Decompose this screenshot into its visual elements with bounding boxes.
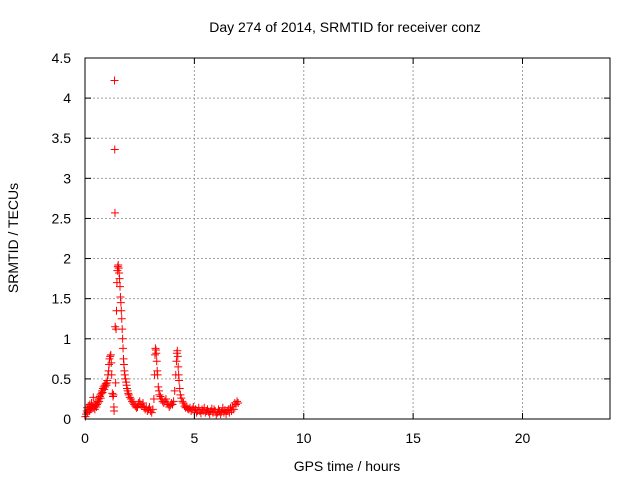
data-point bbox=[229, 405, 238, 414]
data-point bbox=[135, 397, 144, 406]
data-point bbox=[153, 370, 162, 379]
data-point bbox=[95, 397, 104, 406]
data-point bbox=[119, 344, 128, 353]
data-point bbox=[161, 394, 170, 403]
y-tick-label: 4 bbox=[63, 90, 71, 106]
x-axis-label: GPS time / hours bbox=[294, 458, 401, 474]
chart-title: Day 274 of 2014, SRMTID for receiver con… bbox=[209, 19, 481, 35]
data-point bbox=[116, 282, 124, 291]
data-point bbox=[176, 390, 185, 399]
data-point bbox=[192, 408, 201, 417]
data-point bbox=[109, 390, 118, 399]
data-point bbox=[175, 376, 184, 385]
data-point bbox=[177, 394, 186, 403]
data-point bbox=[107, 370, 116, 379]
y-tick-label: 4.5 bbox=[52, 50, 72, 66]
data-point bbox=[125, 393, 134, 402]
data-point bbox=[175, 384, 184, 393]
data-point bbox=[234, 398, 243, 407]
data-point bbox=[132, 403, 141, 412]
data-point bbox=[103, 376, 112, 385]
data-point bbox=[222, 410, 231, 419]
data-point bbox=[152, 357, 161, 366]
data-point bbox=[173, 352, 182, 361]
data-point bbox=[101, 379, 110, 388]
data-point bbox=[121, 374, 130, 383]
data-point bbox=[233, 397, 242, 406]
x-tick-labels: 0 5 10 15 20 bbox=[81, 430, 530, 446]
data-point bbox=[117, 314, 126, 323]
data-point bbox=[147, 408, 156, 417]
y-tick-labels: 0 0.5 1 1.5 2 2.5 3 3.5 4 4.5 bbox=[52, 50, 72, 427]
plot-frame bbox=[84, 57, 611, 420]
data-point bbox=[155, 390, 164, 399]
data-point bbox=[107, 358, 116, 367]
x-tick-label: 0 bbox=[81, 430, 89, 446]
data-point bbox=[170, 386, 179, 395]
data-point bbox=[89, 393, 98, 402]
y-tick-label: 1.5 bbox=[52, 291, 72, 307]
data-point bbox=[118, 334, 127, 343]
data-point bbox=[116, 298, 125, 307]
y-tick-label: 1 bbox=[63, 331, 71, 347]
data-point bbox=[110, 406, 119, 415]
data-point bbox=[96, 394, 105, 403]
data-point bbox=[117, 306, 126, 315]
data-point bbox=[110, 76, 119, 85]
data-point bbox=[110, 208, 119, 217]
data-point bbox=[106, 352, 115, 361]
y-axis-label: SRMTID / TECUs bbox=[5, 183, 21, 293]
x-tick-label: 5 bbox=[190, 430, 198, 446]
data-point bbox=[108, 389, 117, 398]
data-point bbox=[115, 274, 124, 283]
grid-lines bbox=[85, 58, 610, 419]
data-point bbox=[149, 394, 158, 403]
y-tick-label: 3.5 bbox=[52, 130, 72, 146]
x-tick-label: 15 bbox=[405, 430, 421, 446]
data-point bbox=[169, 397, 178, 406]
y-tick-label: 2.5 bbox=[52, 210, 72, 226]
data-point bbox=[82, 410, 91, 419]
data-point bbox=[174, 362, 183, 371]
axis-ticks bbox=[84, 57, 610, 420]
data-point bbox=[178, 397, 187, 406]
data-point bbox=[112, 278, 121, 287]
y-tick-label: 0.5 bbox=[52, 371, 72, 387]
data-point bbox=[172, 357, 181, 366]
data-point bbox=[120, 370, 129, 379]
data-points bbox=[81, 76, 243, 421]
data-point bbox=[101, 382, 110, 391]
data-point bbox=[154, 382, 163, 391]
data-point bbox=[148, 405, 157, 414]
data-point bbox=[110, 145, 119, 154]
y-tick-label: 2 bbox=[63, 251, 71, 267]
x-tick-label: 10 bbox=[296, 430, 312, 446]
data-point bbox=[118, 325, 127, 334]
data-point bbox=[138, 398, 147, 407]
data-point bbox=[179, 398, 188, 407]
y-tick-label: 0 bbox=[63, 411, 71, 427]
y-tick-label: 3 bbox=[63, 170, 71, 186]
data-point bbox=[168, 400, 177, 409]
data-point bbox=[106, 350, 115, 359]
data-point bbox=[205, 410, 214, 419]
x-tick-label: 20 bbox=[515, 430, 531, 446]
data-point bbox=[111, 378, 120, 387]
data-point bbox=[152, 349, 161, 358]
